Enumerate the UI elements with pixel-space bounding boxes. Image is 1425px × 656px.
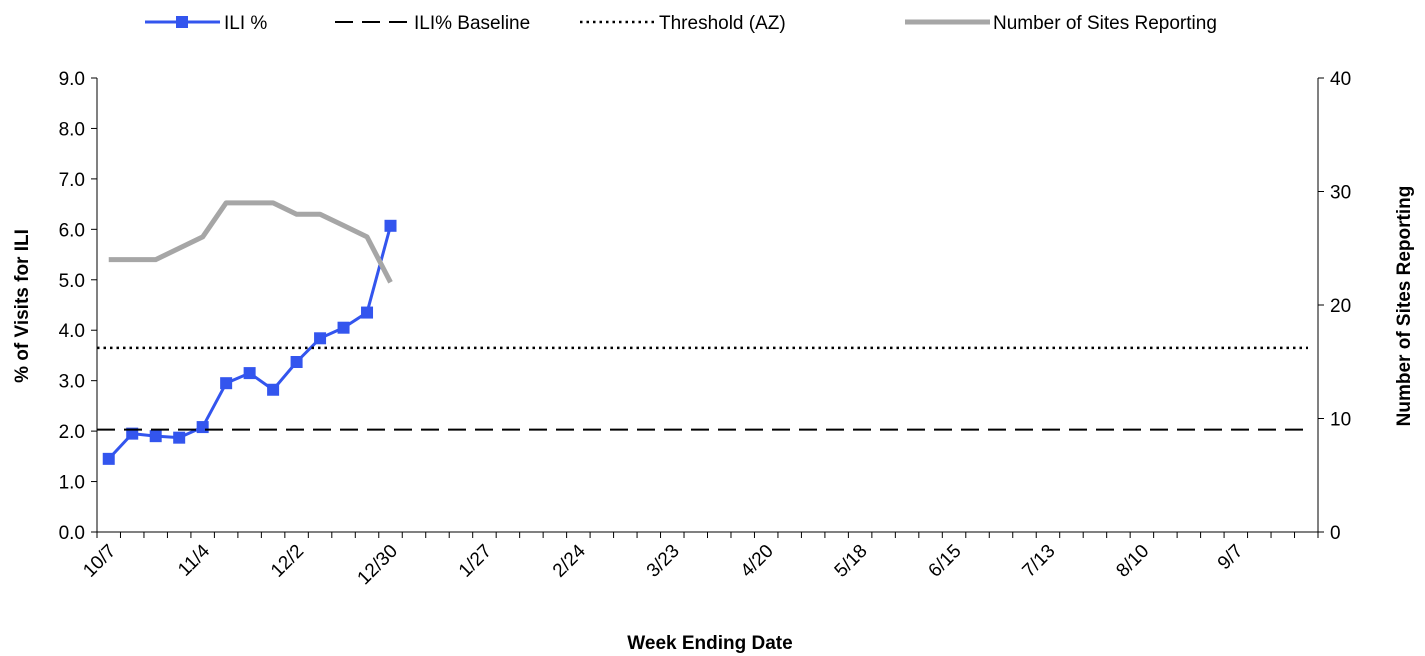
- x-tick-label: 6/15: [925, 541, 966, 582]
- series-layer: [97, 200, 1308, 465]
- x-axis-title: Week Ending Date: [627, 633, 792, 654]
- legend-item: Threshold (AZ): [580, 13, 786, 34]
- x-tick-label: 1/27: [455, 541, 496, 582]
- data-point: [149, 430, 162, 443]
- legend-marker: [176, 16, 188, 28]
- legend-label: Threshold (AZ): [659, 13, 786, 34]
- y2-tick-label: 30: [1330, 183, 1351, 204]
- y-tick-label: 8.0: [59, 119, 85, 140]
- axes: 0.0 1.0 2.0 3.0 4.0 5.0 6.0 7.0 8.0 9.0 0 10 20 30 40 1…: [59, 69, 1352, 589]
- y2-tick-label: 20: [1330, 296, 1351, 317]
- legend-label: ILI %: [224, 13, 267, 34]
- data-point: [314, 332, 327, 345]
- data-point: [126, 427, 139, 440]
- legend-item: Number of Sites Reporting: [905, 13, 1217, 34]
- legend-label: Number of Sites Reporting: [993, 13, 1217, 34]
- y-tick-label: 9.0: [59, 69, 85, 90]
- data-point: [290, 356, 303, 369]
- legend-item: ILI% Baseline: [335, 13, 530, 34]
- data-point: [173, 431, 186, 444]
- y-tick-label: 5.0: [59, 271, 85, 292]
- data-point: [102, 452, 115, 465]
- y2-tick-label: 10: [1330, 410, 1351, 431]
- x-tick-label: 5/18: [831, 541, 872, 582]
- y2-tick-label: 40: [1330, 69, 1351, 90]
- legend-item: ILI %: [145, 13, 267, 34]
- x-tick-label: 7/13: [1019, 541, 1060, 582]
- y2-tick-label: 0: [1330, 523, 1341, 544]
- x-tick-label: 12/2: [267, 541, 308, 582]
- y-tick-label: 1.0: [59, 473, 85, 494]
- y-axis-title: % of Visits for ILI: [12, 229, 33, 383]
- data-point: [384, 219, 397, 232]
- x-tick-label: 9/7: [1214, 541, 1248, 575]
- x-tick-label: 10/7: [79, 541, 120, 582]
- data-point: [361, 306, 374, 319]
- y-tick-label: 0.0: [59, 523, 85, 544]
- x-tick-label: 11/4: [174, 540, 214, 580]
- y-tick-label: 2.0: [59, 422, 85, 443]
- x-tick-label: 4/20: [737, 541, 778, 582]
- y2-axis-title: Number of Sites Reporting: [1394, 186, 1415, 427]
- data-point: [337, 321, 350, 334]
- x-tick-label: 8/10: [1112, 541, 1153, 582]
- y-tick-label: 4.0: [59, 321, 85, 342]
- data-point: [267, 383, 280, 396]
- legend: ILI % ILI% Baseline Threshold (AZ) Number o…: [145, 13, 1217, 34]
- legend-label: ILI% Baseline: [414, 13, 530, 34]
- data-point: [196, 421, 209, 434]
- data-point: [220, 377, 233, 390]
- x-tick-label: 2/24: [549, 540, 590, 581]
- y-tick-label: 6.0: [59, 220, 85, 241]
- x-tick-label: 12/30: [354, 541, 402, 589]
- y-tick-label: 7.0: [59, 170, 85, 191]
- y-tick-label: 3.0: [59, 372, 85, 393]
- series-line: [108, 200, 393, 284]
- data-point: [243, 367, 256, 380]
- x-tick-label: 3/23: [643, 541, 684, 582]
